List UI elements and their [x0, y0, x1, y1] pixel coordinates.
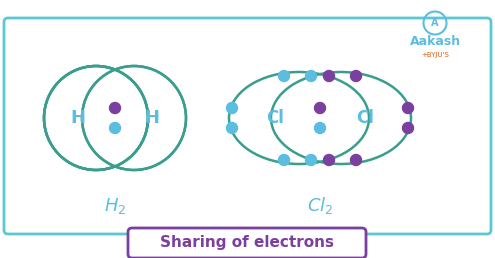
Circle shape [324, 155, 335, 165]
Text: +BYJU'S: +BYJU'S [421, 52, 449, 58]
Circle shape [324, 70, 335, 82]
Text: H: H [70, 109, 86, 127]
Text: $Cl_2$: $Cl_2$ [307, 196, 333, 216]
Circle shape [227, 102, 238, 114]
FancyBboxPatch shape [128, 228, 366, 258]
Circle shape [279, 155, 290, 165]
Circle shape [350, 70, 361, 82]
Circle shape [350, 155, 361, 165]
Text: A: A [431, 18, 439, 28]
Circle shape [279, 70, 290, 82]
Text: H: H [145, 109, 159, 127]
Text: Cl: Cl [356, 109, 374, 127]
Circle shape [314, 102, 326, 114]
Circle shape [314, 123, 326, 133]
FancyBboxPatch shape [4, 18, 491, 234]
Circle shape [109, 123, 120, 133]
Circle shape [227, 123, 238, 133]
Circle shape [305, 70, 316, 82]
Circle shape [44, 66, 148, 170]
Text: Aakash: Aakash [409, 35, 460, 47]
Text: Sharing of electrons: Sharing of electrons [160, 236, 335, 251]
Text: Cl: Cl [266, 109, 284, 127]
Text: $H_2$: $H_2$ [104, 196, 126, 216]
Circle shape [109, 102, 120, 114]
Circle shape [402, 102, 413, 114]
Circle shape [305, 155, 316, 165]
Circle shape [402, 123, 413, 133]
